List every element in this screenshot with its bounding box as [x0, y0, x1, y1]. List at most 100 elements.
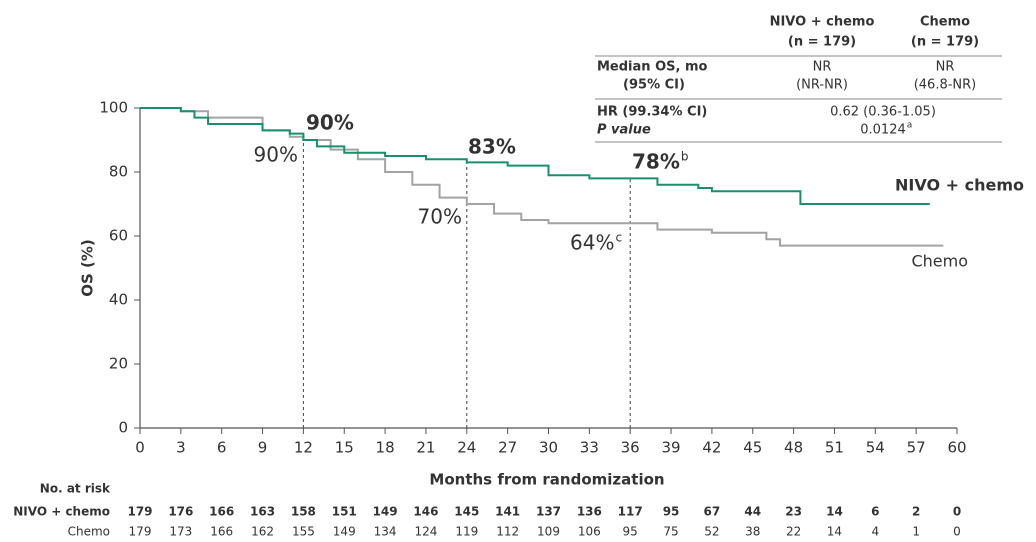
at-risk-count: 158 — [291, 505, 316, 519]
at-risk-count: 112 — [496, 525, 519, 539]
at-risk-count: 166 — [209, 505, 234, 519]
at-risk-row-label: NIVO + chemo — [13, 505, 110, 519]
x-tick-label: 60 — [947, 439, 966, 457]
x-axis-label: Months from randomization — [429, 471, 664, 489]
y-tick-label: 60 — [109, 227, 128, 245]
landmark-label: 90% — [254, 143, 298, 167]
x-tick-label: 0 — [135, 439, 145, 457]
at-risk-count: 162 — [251, 525, 274, 539]
at-risk-count: 149 — [373, 505, 398, 519]
at-risk-count: 124 — [414, 525, 437, 539]
at-risk-count: 0 — [953, 505, 961, 519]
landmark-label: 83% — [468, 135, 516, 159]
table-cell: (46.8-NR) — [914, 78, 977, 93]
at-risk-count: 22 — [786, 525, 801, 539]
x-tick-label: 3 — [176, 439, 186, 457]
y-tick-label: 0 — [118, 419, 128, 437]
table-header: Chemo — [920, 15, 970, 30]
table-cell: (NR-NR) — [796, 78, 848, 93]
at-risk-count: 166 — [210, 525, 233, 539]
at-risk-count: 145 — [454, 505, 479, 519]
at-risk-count: 163 — [250, 505, 275, 519]
table-cell: NR — [813, 60, 832, 75]
at-risk-count: 95 — [623, 525, 638, 539]
table-cell: NR — [936, 60, 955, 75]
at-risk-count: 155 — [292, 525, 315, 539]
at-risk-count: 179 — [129, 525, 152, 539]
at-risk-count: 136 — [577, 505, 602, 519]
table-cell: 0.62 (0.36-1.05) — [830, 105, 936, 120]
table-row-label: (95% CI) — [623, 78, 685, 93]
at-risk-count: 38 — [745, 525, 760, 539]
series-label: Chemo — [911, 252, 968, 271]
at-risk-count: 146 — [413, 505, 438, 519]
at-risk-row-label: Chemo — [68, 525, 110, 539]
footnote-mark: c — [615, 231, 622, 245]
at-risk-count: 6 — [871, 505, 879, 519]
series-label: NIVO + chemo — [895, 176, 1024, 195]
x-tick-label: 33 — [580, 439, 599, 457]
at-risk-count: 44 — [744, 505, 761, 519]
x-tick-label: 39 — [662, 439, 681, 457]
y-tick-label: 100 — [99, 99, 128, 117]
x-tick-label: 21 — [416, 439, 435, 457]
table-header: (n = 179) — [788, 35, 856, 50]
landmark-label: 90% — [306, 111, 354, 135]
table-row-label: P value — [597, 123, 651, 138]
footnote-mark: b — [681, 150, 689, 164]
y-axis-label: OS (%) — [79, 239, 97, 297]
x-tick-label: 24 — [457, 439, 476, 457]
y-tick-label: 80 — [109, 163, 128, 181]
y-tick-label: 40 — [109, 291, 128, 309]
x-tick-label: 42 — [702, 439, 721, 457]
at-risk-count: 117 — [618, 505, 643, 519]
at-risk-count: 109 — [537, 525, 560, 539]
x-tick-label: 36 — [621, 439, 640, 457]
at-risk-count: 0 — [953, 525, 961, 539]
at-risk-count: 1 — [912, 525, 920, 539]
x-tick-label: 30 — [539, 439, 558, 457]
table-header: (n = 179) — [911, 35, 979, 50]
table-cell: 0.0124 — [860, 123, 906, 138]
at-risk-count: 52 — [704, 525, 719, 539]
footnote-mark: a — [907, 121, 913, 131]
at-risk-count: 4 — [871, 525, 879, 539]
table-row-label: HR (99.34% CI) — [597, 105, 707, 120]
at-risk-count: 137 — [536, 505, 561, 519]
at-risk-count: 95 — [663, 505, 680, 519]
at-risk-count: 134 — [374, 525, 397, 539]
at-risk-count: 151 — [332, 505, 357, 519]
at-risk-count: 176 — [168, 505, 193, 519]
at-risk-count: 2 — [912, 505, 920, 519]
at-risk-count: 179 — [127, 505, 152, 519]
x-tick-label: 18 — [376, 439, 395, 457]
survival-curve — [140, 107, 944, 247]
at-risk-count: 67 — [704, 505, 721, 519]
at-risk-count: 75 — [663, 525, 678, 539]
table-header: NIVO + chemo — [770, 15, 875, 30]
at-risk-count: 173 — [169, 525, 192, 539]
landmark-label: 64% — [570, 231, 614, 255]
x-tick-label: 15 — [335, 439, 354, 457]
at-risk-count: 141 — [495, 505, 520, 519]
at-risk-count: 23 — [785, 505, 802, 519]
x-tick-label: 45 — [743, 439, 762, 457]
at-risk-count: 149 — [333, 525, 356, 539]
at-risk-title: No. at risk — [40, 482, 111, 496]
survival-curve — [140, 107, 930, 205]
at-risk-count: 119 — [455, 525, 478, 539]
x-tick-label: 51 — [825, 439, 844, 457]
at-risk-count: 106 — [578, 525, 601, 539]
y-tick-label: 20 — [109, 355, 128, 373]
landmark-label: 70% — [418, 205, 462, 229]
x-tick-label: 9 — [258, 439, 268, 457]
x-tick-label: 48 — [784, 439, 803, 457]
x-tick-label: 27 — [498, 439, 517, 457]
landmark-label: 78% — [632, 150, 680, 174]
table-row-label: Median OS, mo — [597, 60, 707, 75]
x-tick-label: 6 — [217, 439, 227, 457]
x-tick-label: 54 — [866, 439, 885, 457]
at-risk-count: 14 — [826, 505, 843, 519]
x-tick-label: 57 — [907, 439, 926, 457]
